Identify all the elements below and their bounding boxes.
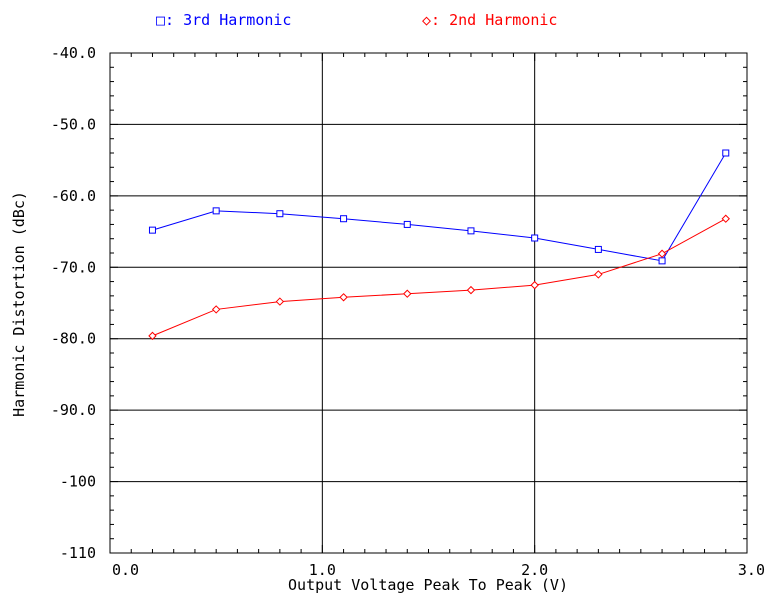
data-point	[721, 214, 730, 223]
data-point	[722, 149, 730, 157]
y-axis-ticks: -40.0 -50.0 -60.0 -70.0 -80.0 -90.0 -100 -110	[51, 44, 96, 562]
plot-frame	[109, 52, 748, 554]
grid	[110, 53, 747, 553]
y-axis-label: Harmonic Distortion (dBc)	[10, 191, 28, 417]
data-point	[275, 297, 285, 306]
y-tick-label: -40.0	[51, 44, 96, 62]
data-point	[276, 210, 284, 218]
y-tick-label: -80.0	[51, 330, 96, 348]
series-2	[148, 214, 730, 341]
data-point	[657, 249, 667, 258]
y-tick-label: -60.0	[51, 187, 96, 205]
data-point	[148, 226, 156, 234]
series-line	[152, 152, 727, 262]
plot-area	[109, 52, 748, 554]
legend-entry-2: ◇: 2nd Harmonic	[422, 11, 557, 29]
data-point	[594, 270, 603, 279]
data-point	[467, 227, 475, 235]
series-1	[148, 149, 730, 265]
y-tick-label: -50.0	[51, 115, 96, 133]
data-point	[211, 305, 221, 314]
x-tick-label: 1.0	[309, 561, 336, 579]
x-tick-label: 0.0	[112, 561, 139, 579]
data-point	[466, 285, 476, 295]
data-point	[339, 293, 348, 302]
x-tick-label: 3.0	[738, 561, 765, 579]
data-point	[340, 215, 348, 223]
x-axis-ticks: 0.0 1.0 2.0 3.0	[112, 561, 765, 579]
data-point	[403, 220, 411, 228]
data-point	[403, 289, 412, 298]
data-point	[212, 207, 220, 215]
data-point	[594, 245, 602, 253]
y-tick-label: -110	[60, 544, 96, 562]
legend-entry-1: □: 3rd Harmonic	[156, 11, 291, 29]
x-tick-label: 2.0	[521, 561, 548, 579]
y-tick-label: -90.0	[51, 401, 96, 419]
legend: □: 3rd Harmonic ◇: 2nd Harmonic	[156, 11, 557, 29]
x-axis-label: Output Voltage Peak To Peak (V)	[288, 576, 568, 594]
series-layer	[148, 149, 730, 341]
series-line	[152, 218, 727, 337]
data-point	[148, 331, 157, 341]
data-point	[658, 257, 666, 265]
data-point	[530, 280, 539, 290]
y-tick-label: -70.0	[51, 258, 96, 276]
y-tick-label: -100	[60, 473, 96, 491]
data-point	[531, 234, 539, 242]
